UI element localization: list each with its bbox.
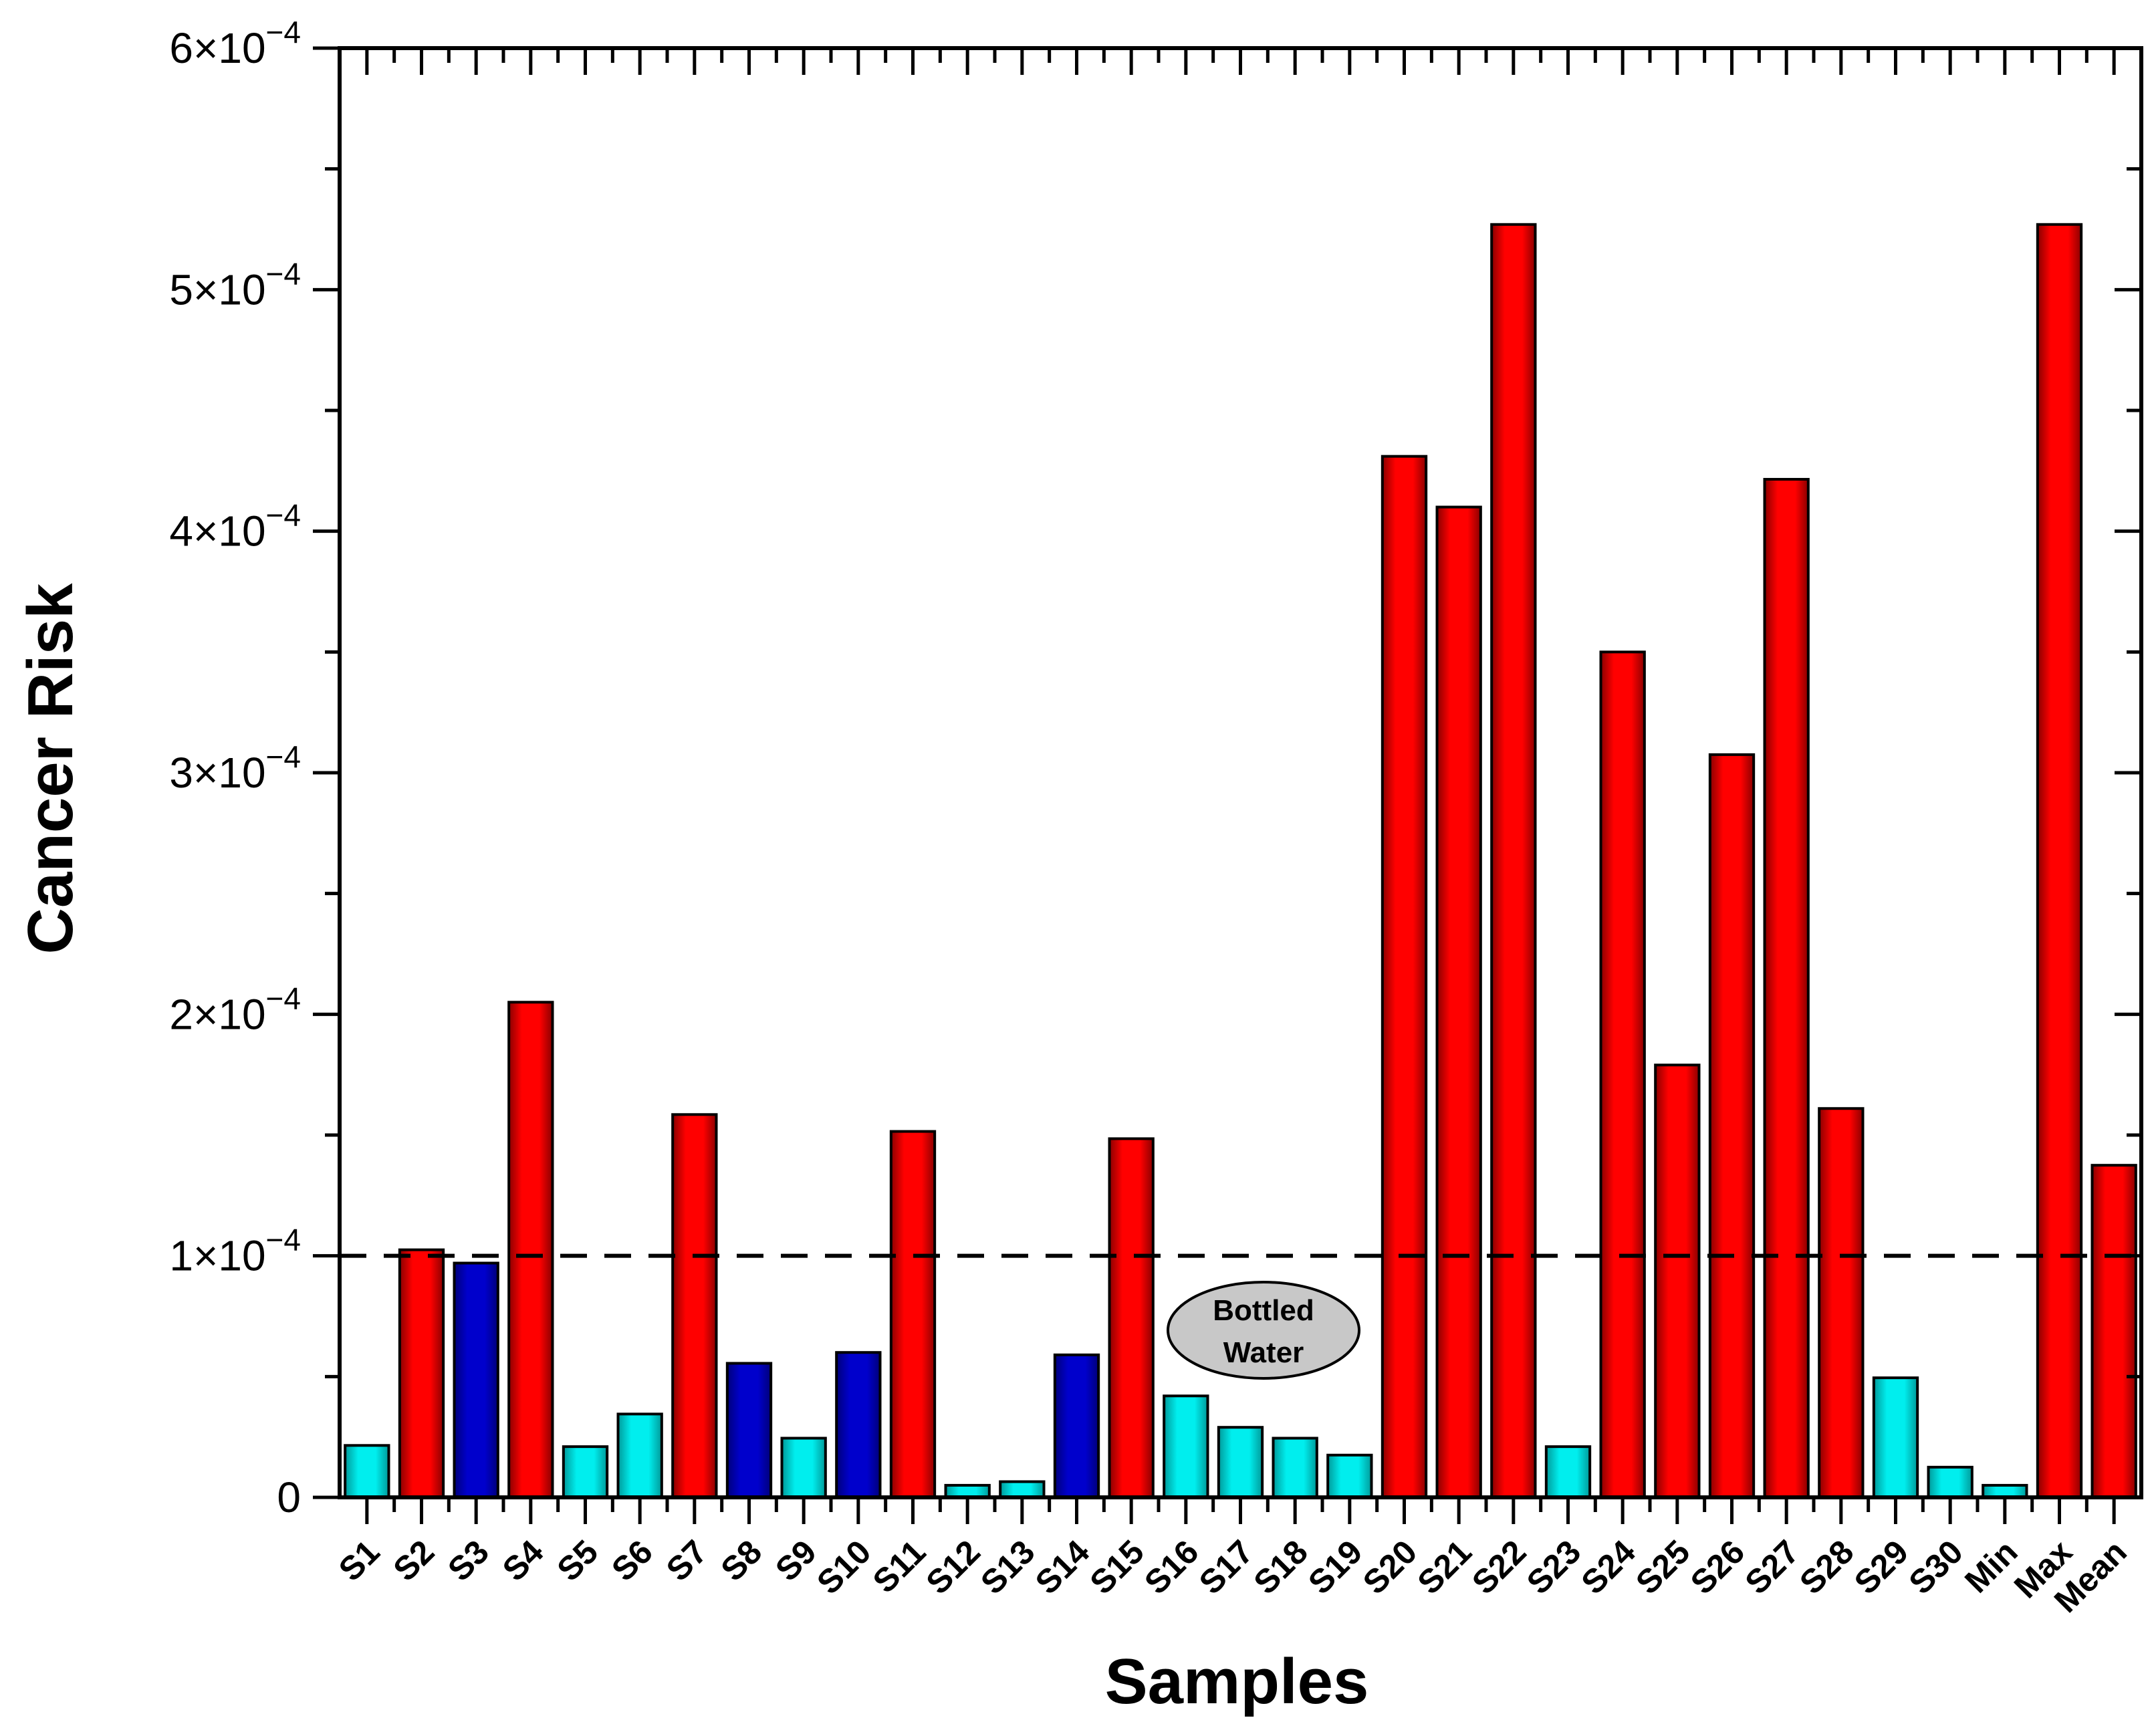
- x-tick-label-s27: S27: [1738, 1533, 1806, 1602]
- bar-s1: [344, 1444, 390, 1499]
- y-tick-label: 1×10−4: [169, 1223, 301, 1280]
- x-tick-label-s5: S5: [550, 1533, 605, 1588]
- bar-s18: [1272, 1437, 1318, 1499]
- bar-s5: [562, 1445, 609, 1499]
- x-tick-label-s15: S15: [1082, 1533, 1151, 1602]
- x-tick-label-s26: S26: [1683, 1533, 1752, 1602]
- bar-s28: [1818, 1107, 1865, 1499]
- bar-s7: [671, 1113, 718, 1499]
- y-tick-label: 3×10−4: [169, 739, 301, 797]
- y-tick-label: 0: [277, 1473, 301, 1521]
- x-tick-label-s21: S21: [1410, 1533, 1479, 1602]
- bar-s23: [1544, 1445, 1592, 1499]
- x-tick-label-s13: S13: [973, 1533, 1042, 1602]
- bar-mean: [2090, 1164, 2137, 1499]
- bar-s2: [398, 1248, 445, 1499]
- x-tick-label-s17: S17: [1192, 1533, 1261, 1602]
- bar-s26: [1708, 753, 1756, 1499]
- x-tick-label-s29: S29: [1847, 1533, 1916, 1602]
- x-tick-label-s14: S14: [1028, 1533, 1097, 1602]
- annotation-line-1: Bottled: [1213, 1294, 1314, 1327]
- x-tick-label-s20: S20: [1356, 1533, 1425, 1602]
- bar-s27: [1763, 477, 1810, 1499]
- x-tick-label-s18: S18: [1246, 1533, 1315, 1602]
- y-tick-label: 4×10−4: [169, 498, 301, 555]
- x-tick-label-s1: S1: [332, 1533, 387, 1588]
- y-tick-label: 6×10−4: [169, 15, 301, 72]
- bar-max: [2036, 223, 2083, 1499]
- y-axis-ticks: 0 1×10−4 2×10−4 3×10−4 4×10−4 5×10−4 6×10−4: [169, 15, 2141, 1521]
- x-tick-label-s4: S4: [495, 1533, 551, 1588]
- plot-border: [338, 46, 2143, 1499]
- plot-frame: [338, 46, 2143, 1499]
- bar-s19: [1326, 1453, 1373, 1499]
- annotation-ellipse: [1167, 1281, 1360, 1380]
- x-tick-label-s30: S30: [1901, 1533, 1970, 1602]
- bar-s30: [1927, 1465, 1974, 1499]
- bar-s14: [1053, 1353, 1100, 1499]
- bottled-water-annotation: Bottled Water: [1167, 1281, 1360, 1380]
- bar-s8: [725, 1362, 773, 1499]
- x-tick-label-s12: S12: [919, 1533, 987, 1602]
- bar-s15: [1108, 1137, 1155, 1499]
- bar-s17: [1217, 1426, 1264, 1499]
- y-tick-label: 5×10−4: [169, 256, 301, 314]
- bar-s10: [835, 1351, 882, 1499]
- x-tick-label-s7: S7: [659, 1533, 715, 1588]
- x-tick-label-s23: S23: [1520, 1533, 1588, 1602]
- y-tick-label: 2×10−4: [169, 981, 301, 1038]
- x-tick-label-s6: S6: [604, 1533, 660, 1588]
- x-tick-label-s16: S16: [1137, 1533, 1206, 1602]
- annotation-line-2: Water: [1223, 1336, 1304, 1369]
- bar-s29: [1872, 1376, 1919, 1499]
- bar-s13: [999, 1480, 1046, 1499]
- x-tick-label-min: Min: [1957, 1533, 2024, 1600]
- bars-group: [344, 223, 2137, 1499]
- bar-s16: [1163, 1394, 1209, 1499]
- bar-s11: [889, 1130, 937, 1499]
- bar-s3: [453, 1261, 499, 1499]
- bar-s21: [1435, 505, 1482, 1499]
- x-tick-label-s24: S24: [1574, 1533, 1643, 1602]
- x-tick-label-s19: S19: [1301, 1533, 1370, 1602]
- x-axis-title: Samples: [1105, 1646, 1369, 1717]
- bar-s6: [616, 1412, 663, 1499]
- bar-s9: [780, 1437, 827, 1499]
- x-tick-label-s10: S10: [810, 1533, 878, 1602]
- bar-s24: [1599, 650, 1646, 1499]
- y-axis-title: Cancer Risk: [15, 583, 86, 955]
- bar-s4: [507, 1001, 554, 1499]
- x-tick-label-s28: S28: [1792, 1533, 1861, 1602]
- x-tick-label-s2: S2: [386, 1533, 441, 1588]
- x-tick-label-s11: S11: [866, 1533, 933, 1600]
- x-tick-label-s25: S25: [1629, 1533, 1697, 1602]
- x-tick-label-s8: S8: [713, 1533, 769, 1588]
- bar-s22: [1490, 223, 1537, 1499]
- bar-s20: [1381, 455, 1428, 1499]
- bar-s25: [1654, 1064, 1701, 1499]
- x-tick-label-s3: S3: [441, 1533, 496, 1588]
- x-tick-label-s22: S22: [1465, 1533, 1534, 1602]
